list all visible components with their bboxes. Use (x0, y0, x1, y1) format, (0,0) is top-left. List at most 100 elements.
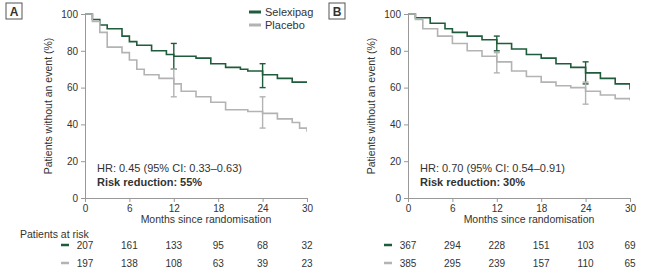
at-risk-count: 228 (488, 240, 505, 251)
at-risk-swatch (61, 262, 69, 265)
legend-swatch (249, 24, 261, 27)
annotation: Risk reduction: 30% (420, 176, 525, 188)
x-axis-title: Months since randomisation (141, 213, 272, 225)
ci-cap (260, 96, 266, 97)
tick-label: 0 (72, 193, 78, 204)
panel: B0204060801000612182430Patients without … (329, 3, 636, 269)
at-risk-count: 385 (400, 258, 417, 269)
ci-cap (260, 127, 266, 128)
ci-cap (494, 52, 500, 53)
tick-mark (452, 198, 453, 202)
tick: 80 (67, 46, 85, 57)
at-risk-count: 239 (488, 258, 505, 269)
x-axis-title: Months since randomisation (464, 213, 595, 225)
tick: 40 (67, 119, 85, 130)
tick: 20 (390, 156, 408, 167)
tick-label: 0 (406, 203, 412, 214)
ci-cap (171, 68, 177, 69)
panel-label-box (329, 3, 345, 19)
legend-swatch (249, 11, 261, 14)
annotation: Risk reduction: 55% (97, 176, 202, 188)
plot-area (408, 14, 630, 104)
tick-label: 20 (390, 156, 402, 167)
at-risk-count: 367 (400, 240, 417, 251)
tick-mark (404, 161, 408, 162)
at-risk-count: 65 (624, 258, 636, 269)
tick-mark (218, 198, 219, 202)
tick-label: 80 (390, 46, 402, 57)
ci-cap (583, 103, 589, 104)
tick: 0 (406, 198, 412, 214)
ci-cap (171, 43, 177, 44)
tick-label: 100 (61, 9, 78, 20)
tick: 60 (390, 82, 408, 93)
tick-mark (404, 51, 408, 52)
ci-bar (173, 69, 174, 97)
tick-mark (404, 88, 408, 89)
survival-curve (85, 14, 307, 82)
at-risk-count: 138 (121, 258, 138, 269)
annotation: HR: 0.45 (95% CI: 0.33–0.63) (97, 162, 242, 174)
axis-line (409, 198, 631, 199)
at-risk-count: 32 (301, 240, 313, 251)
figure: A 0 20 40 60 80 100 0 6 12 18 24 30 Patients without … (0, 0, 649, 275)
tick-label: 0 (395, 193, 401, 204)
panel: A0204060801000612182430Patients without … (6, 3, 313, 269)
ci-cap (171, 68, 177, 69)
annotation: HR: 0.70 (95% CI: 0.54–0.91) (420, 162, 565, 174)
at-risk-count: 95 (213, 240, 225, 251)
at-risk-count: 39 (257, 258, 269, 269)
legend-label: Selexipag (265, 6, 313, 18)
ci-cap (171, 96, 177, 97)
tick-label: 6 (450, 203, 456, 214)
tick-label: 60 (67, 82, 79, 93)
tick: 18 (213, 198, 225, 214)
x-axis: 0612182430 (83, 198, 314, 214)
at-risk-count: 23 (301, 258, 313, 269)
tick-mark (408, 198, 409, 202)
ci-bar (262, 64, 263, 88)
at-risk-count: 197 (77, 258, 94, 269)
plot-area (85, 14, 307, 132)
ci-cap (583, 81, 589, 82)
tick: 40 (390, 119, 408, 130)
at-risk-swatch (384, 262, 392, 265)
tick: 100 (384, 9, 408, 20)
tick: 80 (390, 46, 408, 57)
tick-mark (81, 124, 85, 125)
tick-label: 30 (302, 203, 314, 214)
tick: 24 (581, 198, 593, 214)
tick: 30 (302, 198, 314, 214)
at-risk-count: 68 (257, 240, 269, 251)
tick-mark (307, 198, 308, 202)
x-axis: 0612182430 (406, 198, 637, 214)
tick-mark (81, 161, 85, 162)
tick-label: 60 (390, 82, 402, 93)
at-risk-swatch (61, 244, 69, 247)
tick-mark (630, 198, 631, 202)
ci-cap (260, 87, 266, 88)
at-risk-count: 133 (165, 240, 182, 251)
y-axis: 0 20 40 60 80 100 (61, 9, 85, 204)
tick-mark (586, 198, 587, 202)
tick: 12 (492, 198, 504, 214)
tick-label: 80 (67, 46, 79, 57)
axis-line (85, 15, 86, 199)
tick-mark (541, 198, 542, 202)
panel-label: A (10, 5, 19, 19)
survival-curve (85, 14, 307, 132)
tick-mark (404, 198, 408, 199)
ci-bar (496, 53, 497, 73)
tick: 20 (67, 156, 85, 167)
at-risk-count: 103 (577, 240, 594, 251)
ci-bar (585, 82, 586, 104)
tick: 100 (61, 9, 85, 20)
axis-line (408, 15, 409, 199)
legend: SelexipagPlacebo (249, 6, 313, 31)
ci-bar (262, 97, 263, 128)
tick: 0 (83, 198, 89, 214)
survival-curve (408, 14, 630, 100)
y-axis-title: Patients without an event (%) (365, 38, 377, 175)
tick: 24 (258, 198, 270, 214)
legend-label: Placebo (265, 19, 305, 31)
